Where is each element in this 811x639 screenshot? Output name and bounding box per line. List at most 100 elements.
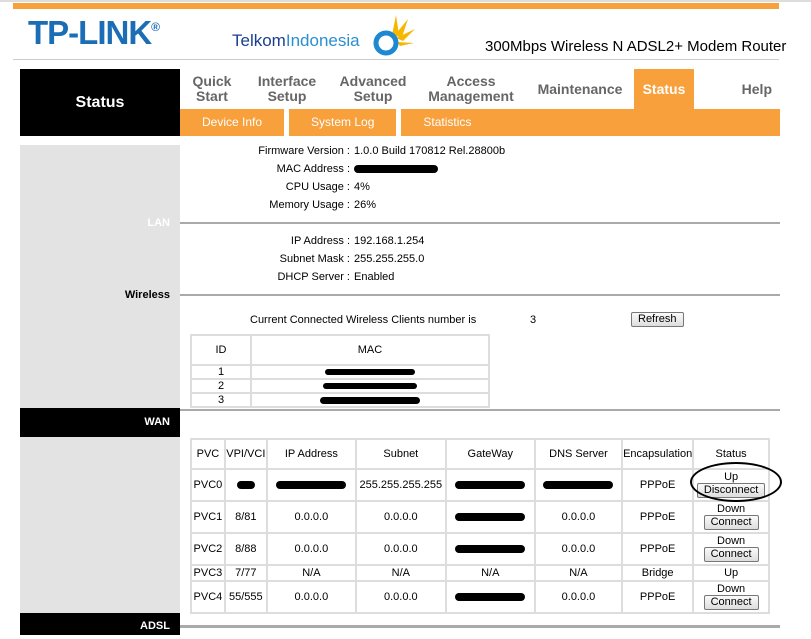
wan-ip: 0.0.0.0 <box>265 532 357 566</box>
wan-header: GateWay <box>444 438 536 470</box>
partner-light: Indonesia <box>285 31 360 50</box>
nav-access-management[interactable]: Access Management <box>428 73 514 104</box>
redacted-value <box>455 481 526 490</box>
wan-encap: Bridge <box>621 564 695 582</box>
nav-help[interactable]: Help <box>741 80 772 97</box>
status-text: Up <box>724 566 739 579</box>
wan-subnet: 0.0.0.0 <box>354 500 447 534</box>
connect-button[interactable]: Connect <box>703 547 759 562</box>
nav-advanced-setup[interactable]: Advanced Setup <box>339 73 407 104</box>
nav-interface-setup[interactable]: Interface Setup <box>257 73 317 104</box>
nav-maintenance[interactable]: Maintenance <box>537 80 623 97</box>
wan-encap: PPPoE <box>621 580 695 614</box>
lan-mask-row: Subnet Mask : 255.255.255.0 <box>180 253 780 265</box>
table-row: 1 <box>190 364 490 380</box>
wan-subnet: 255.255.255.255 <box>354 468 447 502</box>
tp-link-logo: TP-LINK® <box>28 14 160 52</box>
wan-header: VPI/VCI <box>223 438 268 470</box>
wan-header: PVC <box>190 438 226 470</box>
telkom-logo: TelkomIndonesia <box>232 31 360 51</box>
table-row: PVC3 7/77 N/A N/A N/A N/A Bridge Up <box>190 564 770 582</box>
wan-ip <box>265 468 357 502</box>
top-border <box>0 0 811 2</box>
client-mac-redacted <box>250 378 490 394</box>
firmware-value: 1.0.0 Build 170812 Rel.28800b <box>354 145 506 157</box>
wan-encap: PPPoE <box>621 500 695 534</box>
wan-table: PVC VPI/VCI IP Address Subnet GateWay DNS Ser… <box>190 438 770 614</box>
current-section-title: Status <box>20 69 180 136</box>
wan-status: Down Connect <box>692 500 770 534</box>
cpu-value: 4% <box>354 181 370 193</box>
wan-vpi: 55/555 <box>223 580 268 614</box>
memory-row: Memory Usage : 26% <box>180 199 780 211</box>
firmware-label: Firmware Version : <box>258 145 350 157</box>
table-row: PVC1 8/81 0.0.0.0 0.0.0.0 0.0.0.0 PPPoE Down Co… <box>190 500 770 534</box>
memory-value: 26% <box>354 199 377 211</box>
mac-value-redacted <box>350 163 438 175</box>
redacted-value <box>236 481 255 490</box>
wireless-clients-table: ID MAC 1 2 3 <box>190 334 490 408</box>
nav-status[interactable]: Status <box>634 69 694 109</box>
clients-label: Current Connected Wireless Clients numbe… <box>250 314 477 326</box>
registered-mark: ® <box>151 20 160 34</box>
sub-nav: Device Info System Log Statistics <box>180 109 780 136</box>
wan-header: Encapsulation <box>621 438 695 470</box>
refresh-button[interactable]: Refresh <box>631 312 684 327</box>
table-row: 3 <box>190 392 490 408</box>
header-divider <box>13 59 779 60</box>
wan-pvc: PVC3 <box>190 564 226 582</box>
wan-gw <box>444 500 536 534</box>
section-wan-label: WAN <box>20 408 180 437</box>
top-accent-bar <box>13 3 779 9</box>
lan-mask-label: Subnet Mask : <box>279 253 350 265</box>
wan-vpi <box>223 468 268 502</box>
wan-pvc: PVC0 <box>190 468 226 502</box>
subnav-system-log[interactable]: System Log <box>311 115 375 129</box>
header-id: ID <box>190 334 252 366</box>
divider <box>180 625 780 628</box>
redacted-value <box>455 545 526 554</box>
lan-ip-row: IP Address : 192.168.1.254 <box>180 235 780 247</box>
subnav-separator <box>284 109 290 136</box>
client-id: 1 <box>190 364 252 380</box>
wan-dns: 0.0.0.0 <box>533 500 624 534</box>
divider <box>180 222 780 224</box>
wan-vpi: 7/77 <box>223 564 268 582</box>
subnav-statistics[interactable]: Statistics <box>423 115 472 129</box>
client-mac-redacted <box>250 392 490 408</box>
wan-pvc: PVC4 <box>190 580 226 614</box>
wan-vpi: 8/81 <box>223 500 268 534</box>
section-wireless-label: Wireless <box>124 289 170 301</box>
section-lan-label: LAN <box>147 217 170 229</box>
wan-gw: N/A <box>444 564 536 582</box>
wan-dns: N/A <box>533 564 624 582</box>
nav-quick-start[interactable]: Quick Start <box>192 73 232 104</box>
wan-dns <box>533 468 624 502</box>
wan-subnet: 0.0.0.0 <box>354 532 447 566</box>
partner-bold: Telkom <box>232 31 286 50</box>
lan-ip-label: IP Address : <box>290 235 350 247</box>
lan-mask-value: 255.255.255.0 <box>354 253 425 265</box>
wan-header: DNS Server <box>533 438 624 470</box>
wan-subnet: N/A <box>354 564 447 582</box>
divider <box>180 294 780 296</box>
connect-button[interactable]: Connect <box>703 595 759 610</box>
redacted-value <box>455 593 526 602</box>
clients-count: 3 <box>530 314 537 326</box>
wan-gw <box>444 468 536 502</box>
redacted-value <box>276 481 347 490</box>
table-row: 2 <box>190 378 490 394</box>
dhcp-value: Enabled <box>354 271 395 283</box>
table-row: PVC0 255.255.255.255 PPPoE Up Disconnect <box>190 468 770 502</box>
subnav-device-info[interactable]: Device Info <box>202 115 263 129</box>
divider <box>180 409 780 411</box>
status-text: Down <box>717 503 746 515</box>
firmware-row: Firmware Version : 1.0.0 Build 170812 Rel… <box>180 145 780 157</box>
wan-encap: PPPoE <box>621 468 695 502</box>
connect-button[interactable]: Connect <box>703 515 759 530</box>
cpu-label: CPU Usage : <box>285 181 350 193</box>
wan-header: Subnet <box>354 438 447 470</box>
section-adsl-label: ADSL <box>20 613 180 635</box>
client-id: 3 <box>190 392 252 408</box>
wan-header: IP Address <box>265 438 357 470</box>
